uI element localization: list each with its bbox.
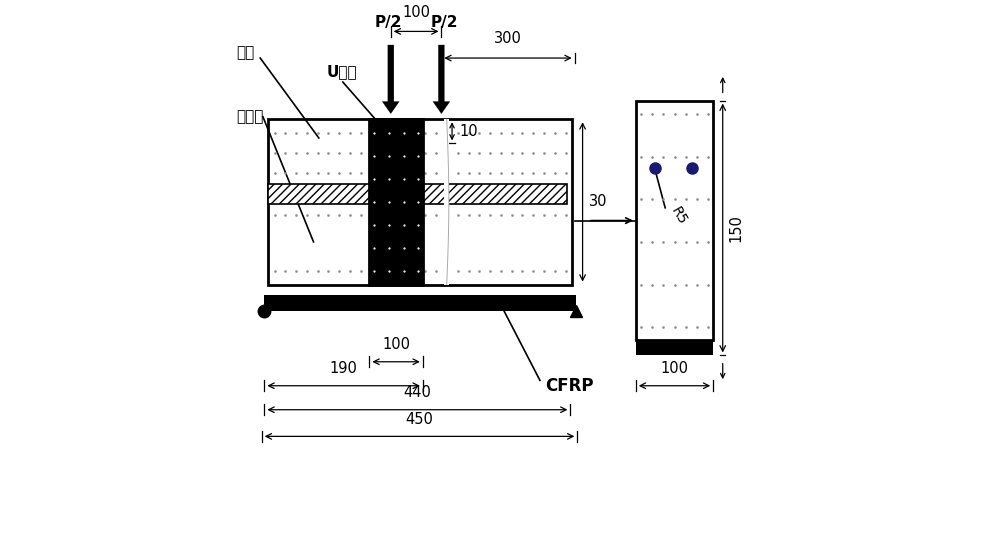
Text: 190: 190	[330, 361, 358, 376]
Text: 100: 100	[402, 5, 430, 20]
Text: CFRP: CFRP	[545, 377, 594, 395]
Text: 10: 10	[460, 124, 478, 139]
Text: 混凝土: 混凝土	[236, 109, 264, 124]
Bar	[444, 119, 449, 285]
Text: 440: 440	[403, 385, 431, 400]
Bar	[369, 119, 423, 285]
Text: 150: 150	[728, 214, 743, 242]
Bar	[636, 341, 713, 355]
Bar	[636, 101, 713, 341]
Text: 100: 100	[661, 361, 689, 376]
Bar	[264, 295, 576, 311]
Bar	[268, 184, 567, 204]
Text: 钢筋: 钢筋	[236, 45, 254, 60]
Text: 100: 100	[382, 337, 410, 352]
Text: R5: R5	[668, 204, 689, 227]
Text: 450: 450	[406, 412, 433, 427]
Text: P/2: P/2	[374, 15, 402, 30]
Text: 300: 300	[494, 31, 522, 46]
Text: 30: 30	[589, 195, 607, 210]
Bar	[369, 119, 423, 285]
Text: U形箍: U形箍	[327, 64, 357, 79]
Bar	[268, 119, 572, 285]
Text: P/2: P/2	[430, 15, 458, 30]
